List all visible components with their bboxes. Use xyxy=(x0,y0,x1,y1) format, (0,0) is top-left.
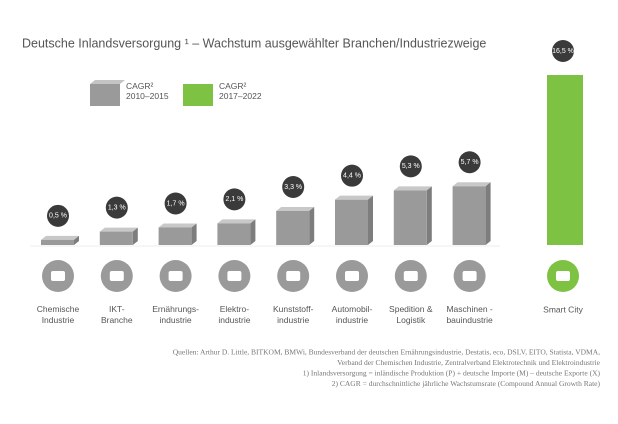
category-label: Automobil-industrie xyxy=(332,304,373,325)
bar xyxy=(99,231,133,245)
bar xyxy=(41,239,74,245)
category-icon-glyph xyxy=(345,271,359,281)
footnote: Verband der Chemischen Industrie, Zentra… xyxy=(337,358,601,367)
category-icon-glyph xyxy=(168,271,183,281)
footnote: 2) CAGR = durchschnittliche jährliche Wa… xyxy=(332,379,601,388)
bar xyxy=(217,223,251,245)
value-badge xyxy=(282,176,305,198)
bar-top xyxy=(276,207,315,211)
bar xyxy=(452,186,486,245)
bar xyxy=(393,190,427,245)
bar-side xyxy=(485,182,491,245)
category-icon-glyph xyxy=(403,271,418,281)
value-badge xyxy=(105,196,128,219)
bar-side xyxy=(426,186,432,245)
bar-top xyxy=(41,235,79,240)
bar-top xyxy=(217,219,256,224)
value-badge xyxy=(47,204,69,227)
value-badge xyxy=(223,188,246,211)
chart-title: Deutsche Inlandsversorgung ¹ – Wachstum … xyxy=(22,36,486,50)
value-label: 4,4 % xyxy=(343,173,361,180)
legend-swatch xyxy=(183,84,213,106)
value-label: 16,5 % xyxy=(552,48,574,55)
category-icon-glyph xyxy=(109,271,124,281)
legend-label: CAGR² 2010–2015 xyxy=(126,81,169,101)
value-badge xyxy=(399,155,422,178)
bar xyxy=(276,211,310,245)
value-label: 5,3 % xyxy=(402,163,420,170)
value-label: 1,3 % xyxy=(108,204,126,211)
bar-side xyxy=(132,227,138,245)
category-label: Spedition & Logistik xyxy=(389,304,433,325)
bar-side xyxy=(309,207,315,245)
category-icon-glyph xyxy=(227,271,242,281)
bar-top xyxy=(452,182,491,187)
bar xyxy=(335,199,368,245)
value-label: 5,7 % xyxy=(461,159,479,166)
footnote: 1) Inlandsversorgung = inländische Produ… xyxy=(303,369,601,378)
category-icon-glyph xyxy=(286,271,301,281)
bar-side xyxy=(368,195,373,245)
legend-swatch-top xyxy=(90,80,125,84)
bar-top xyxy=(335,195,373,200)
bar-side xyxy=(191,223,197,245)
value-label: 1,7 % xyxy=(167,200,185,207)
category-icon-glyph xyxy=(51,271,65,281)
bar-side xyxy=(250,219,256,245)
category-icon-glyph xyxy=(462,271,477,281)
category-label: Kunststoff-industrie xyxy=(273,304,314,325)
bar xyxy=(158,227,192,245)
value-badge xyxy=(164,192,187,215)
category-label: Ernährungs-industrie xyxy=(152,304,199,325)
category-icon-glyph xyxy=(556,271,570,281)
footnote: Quellen: Arthur D. Little, BITKOM, BMWi,… xyxy=(173,348,600,357)
value-label: 3,3 % xyxy=(284,184,302,191)
bar-top xyxy=(393,186,432,191)
category-label: Chemische Industrie xyxy=(37,304,80,325)
legend-swatch xyxy=(90,84,120,106)
category-label: Elektro-industrie xyxy=(218,304,250,325)
value-badge xyxy=(458,151,481,174)
value-badge xyxy=(552,40,574,62)
value-label: 2,1 % xyxy=(225,196,243,203)
category-label: Maschinen -bauindustrie xyxy=(446,304,493,325)
legend-label: CAGR² 2017–2022 xyxy=(219,81,262,101)
bar-side xyxy=(74,235,79,245)
category-label: Smart City xyxy=(543,304,583,314)
value-badge xyxy=(341,164,363,187)
value-label: 0,5 % xyxy=(49,213,67,220)
bar xyxy=(547,75,583,245)
bar-top xyxy=(99,227,138,232)
bar-top xyxy=(158,223,197,228)
category-label: IKT-Branche xyxy=(101,304,133,325)
